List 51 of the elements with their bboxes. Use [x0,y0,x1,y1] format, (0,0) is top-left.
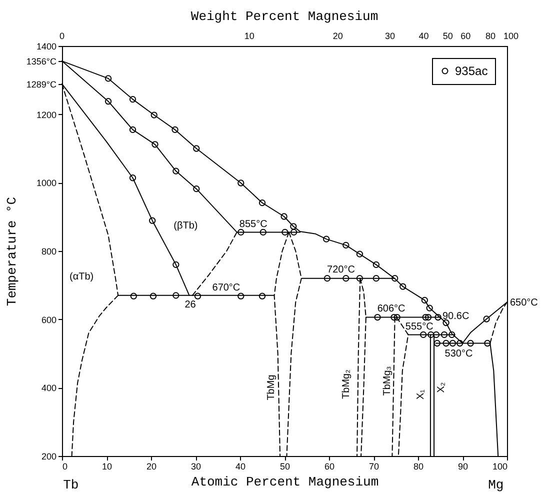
text: 0 [59,31,65,41]
annotation: 855°C [239,219,268,230]
text: 30 [384,31,395,41]
y-tick-label: 400 [41,383,56,394]
y-tick-label: 1200 [36,110,56,120]
annotation: 606°C [377,303,406,314]
text: Tb [63,478,79,493]
x2-axis-title: Weight Percent Magnesium [190,9,378,24]
annotation: TbMg [266,374,278,400]
annotation: 670°C [212,282,240,294]
y-tick-label: 1356°C [26,56,57,67]
text: 40 [418,31,429,41]
legend-label: 935ac [455,64,488,78]
annotation: (αTb) [70,272,94,283]
text: 100 [503,31,519,41]
y-tick-label: 600 [41,314,56,325]
annotation: 650°C [510,297,538,308]
y-tick-label: 1289°C [26,79,57,90]
text: 20 [332,31,343,41]
x-tick-label: 10 [102,462,112,472]
x-tick-label: 20 [146,462,157,472]
annotation: 720°C [327,264,355,276]
x-tick-label: 90 [458,462,468,472]
annotation: X₁ [416,388,427,400]
y-tick-label: 1000 [36,178,56,188]
text: 50 [442,31,453,41]
x-tick-label: 60 [324,462,335,472]
x-tick-label: 0 [62,462,68,472]
y-tick-label: 800 [41,246,56,256]
annotation: TbMg₃ [382,366,393,396]
annotation: 90.6C [442,310,470,322]
text: 10 [244,31,254,41]
y-axis-title: Temperature °C [4,196,20,306]
annotation: X₂ [436,382,448,393]
x-tick-label: 40 [235,462,246,472]
y-tick-label: 1400 [36,42,56,52]
annotation: 530°C [444,348,473,360]
text: 80 [486,31,496,41]
annotation: 555°C [405,322,434,333]
annotation: (βTb) [174,220,198,232]
annotation: TbMg₂ [340,369,352,399]
x-axis-title: Atomic Percent Magnesium [191,474,379,490]
x-tick-label: 100 [492,462,508,472]
annotation: 26 [184,299,196,310]
x-tick-label: 30 [190,462,202,472]
x-tick-label: 80 [413,462,424,472]
x-tick-label: 70 [368,462,380,472]
text: Mg [488,478,504,493]
x-tick-label: 50 [280,462,290,472]
text: 60 [460,31,471,41]
y-tick-label: 200 [41,452,56,462]
